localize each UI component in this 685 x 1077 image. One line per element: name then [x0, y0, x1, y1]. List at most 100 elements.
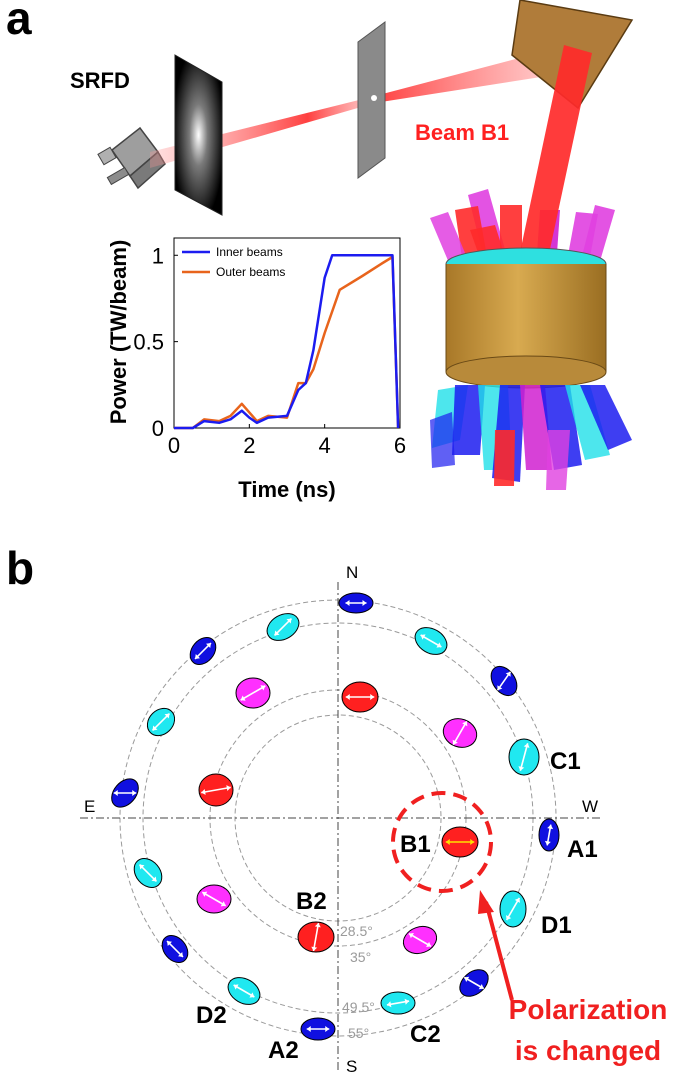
polarization-arrowhead: [132, 790, 137, 796]
polarization-arrowhead: [201, 788, 206, 795]
label-a1: A1: [567, 836, 598, 863]
port-a-nw: [189, 637, 217, 665]
port-m-se: [402, 925, 438, 955]
polarization-arrowhead: [113, 790, 118, 796]
polarization-arrowhead: [505, 671, 511, 677]
port-m-sw: [196, 884, 232, 914]
pinhole-plate: [357, 21, 386, 179]
polarization-arrowhead: [240, 695, 246, 701]
port-c-w1: [146, 707, 176, 737]
x-tick-label: 2: [243, 433, 255, 458]
polarization-arrowhead: [314, 922, 321, 928]
polarization-arrowhead: [426, 941, 432, 947]
polarization-arrowhead: [206, 643, 211, 648]
polarization-arrowhead: [195, 654, 200, 659]
polarization-arrowhead: [167, 941, 172, 946]
polarization-arrowhead: [420, 634, 426, 640]
polarization-arrowhead: [220, 901, 226, 907]
port-n-a: [338, 592, 374, 614]
polarization-arrow: [201, 786, 231, 794]
diagnostic-beam-right: [375, 50, 560, 103]
polarization-arrowhead: [164, 713, 170, 719]
polarization-arrowhead: [518, 766, 525, 771]
beam-b1-label: Beam B1: [415, 120, 509, 145]
port-a2: [300, 1017, 336, 1041]
port-a-w: [111, 778, 139, 808]
polarization-arrowhead: [202, 891, 208, 897]
port-map: N S E W 28.5° 35° 49.5° 55° C1 A1 B1 D1 …: [80, 563, 667, 1076]
pinhole: [371, 95, 377, 101]
polarization-arrowhead: [386, 1001, 392, 1008]
legend-label: Outer beams: [216, 265, 285, 279]
polarization-arrow: [151, 712, 171, 732]
polarization-arrowhead: [345, 600, 350, 606]
polarization-arrowhead: [462, 721, 468, 727]
polarization-arrowhead: [464, 976, 470, 982]
polarization-arrow: [519, 743, 529, 771]
polarization-arrowhead: [178, 952, 183, 957]
port-a-sw: [161, 935, 189, 963]
polarization-arrowhead: [452, 739, 458, 745]
y-axis-title: Power (TW/beam): [106, 240, 131, 425]
port-c-nw1: [266, 613, 300, 641]
polarization-arrow: [201, 891, 227, 907]
polarization-arrowhead: [139, 864, 145, 870]
polarization-arrowhead: [311, 946, 318, 952]
beam-b1: [518, 45, 592, 268]
compass-south: S: [346, 1057, 357, 1076]
polarization-arrowhead: [445, 839, 450, 845]
x-tick-label: 0: [168, 433, 180, 458]
polarization-arrowhead: [514, 897, 520, 903]
polarization-arrow: [452, 720, 468, 746]
angle-35: 35°: [350, 949, 371, 965]
label-b1: B1: [400, 831, 431, 858]
plot-frame: [173, 237, 401, 429]
polarization-arrowhead: [436, 642, 442, 648]
polarization-arrowhead: [478, 984, 484, 990]
polarization-arrowhead: [151, 876, 157, 882]
label-c1: C1: [550, 748, 581, 775]
port-m-nw: [235, 677, 271, 709]
compass-west: W: [582, 797, 598, 816]
diffuser-screen: [174, 54, 223, 216]
srfd-label: SRFD: [70, 68, 130, 93]
annotation-line-2: is changed: [515, 1035, 661, 1066]
polarization-arrowhead: [249, 992, 255, 998]
polarization-arrowhead: [370, 694, 375, 700]
hohlraum: [445, 247, 607, 389]
panel-b-letter: b: [6, 542, 34, 594]
annotation-line-1: Polarization: [509, 994, 668, 1025]
y-tick-label: 0: [152, 416, 164, 441]
polarization-arrowhead: [286, 618, 292, 624]
polarization-arrowhead: [226, 785, 231, 792]
port-m-ne: [442, 718, 478, 748]
angle-28-5: 28.5°: [340, 923, 373, 939]
label-d1: D1: [541, 912, 572, 939]
polarization-arrowhead: [408, 933, 414, 939]
port-c-ne1: [414, 627, 448, 655]
port-a-ne: [490, 665, 518, 697]
label-c2: C2: [410, 1021, 441, 1048]
polarization-arrow: [138, 863, 158, 883]
polarization-arrowhead: [523, 743, 530, 748]
polarization-arrowhead: [362, 600, 367, 606]
polarization-arrowhead: [470, 839, 475, 845]
series-line-inner-beams: [174, 254, 400, 430]
port-d2: [227, 977, 261, 1005]
panel-a-letter: a: [6, 0, 32, 44]
polarization-arrowhead: [274, 630, 280, 636]
polarization-arrowhead: [152, 725, 158, 731]
legend-label: Inner beams: [216, 245, 283, 259]
polarization-arrowhead: [260, 685, 266, 691]
x-axis-title: Time (ns): [238, 477, 335, 502]
port-c2: [380, 991, 416, 1015]
y-tick-label: 1: [152, 243, 164, 268]
label-b2: B2: [296, 888, 327, 915]
polarization-arrowhead: [506, 915, 512, 921]
port-b-w: [198, 773, 234, 807]
compass-north: N: [346, 563, 358, 582]
polarization-arrowhead: [345, 694, 350, 700]
polarization-arrow: [408, 932, 432, 948]
polarization-arrow: [312, 922, 320, 952]
